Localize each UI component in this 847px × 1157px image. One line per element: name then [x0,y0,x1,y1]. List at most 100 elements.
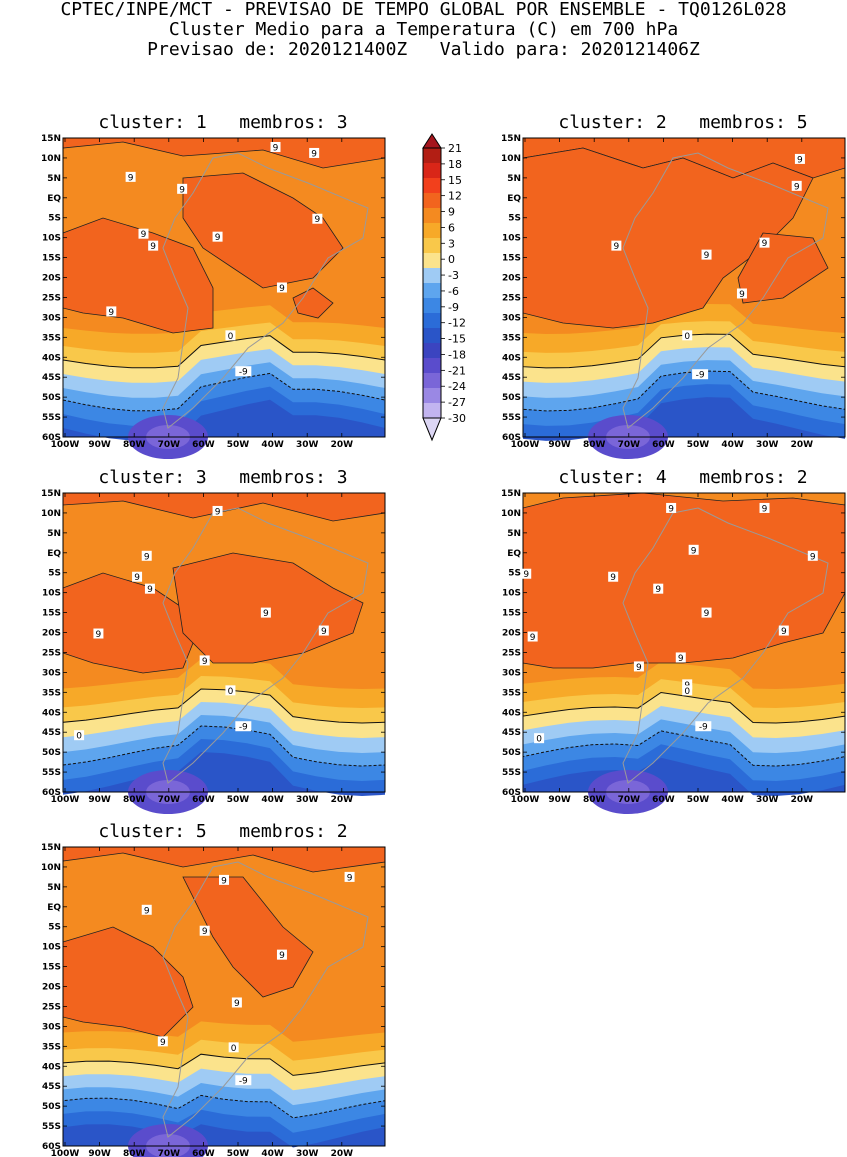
lat-label: 30S [502,313,521,323]
contour-label: 9 [678,654,684,664]
lat-label: 20S [42,983,61,993]
contour-label: 0 [536,735,542,745]
lat-label: 45S [502,728,521,738]
lon-label: 20W [331,440,354,450]
colorbar-band [423,313,441,329]
lat-label: 5S [508,569,521,579]
lat-label: 15N [41,843,61,853]
contour-label: -9 [239,723,248,733]
contour-label: 9 [610,573,616,583]
colorbar-label: 3 [448,237,455,250]
panel-title-4: cluster: 4 membros: 2 [558,467,808,488]
lat-label: 35S [502,333,521,343]
lat-label: 20S [502,629,521,639]
lon-label: 40W [721,440,744,450]
colorbar-band [423,178,441,194]
lat-label: 10S [502,234,521,244]
lon-label: 60W [192,795,215,805]
lat-label: 40S [502,353,521,363]
contour-label: 0 [684,332,690,342]
contour-label: 9 [215,507,221,517]
colorbar-band [423,328,441,344]
colorbar-band [423,403,441,419]
colorbar: 21 18 15 12 9 6 3 0 -3 -6 -9 -12 -15 -18 -21 -24 -27 -30 [422,133,466,442]
lon-label: 70W [618,795,641,805]
lon-label: 20W [791,440,814,450]
lat-label: 25S [502,293,521,303]
colorbar-label: -21 [448,364,466,377]
lon-label: 90W [548,440,571,450]
lon-label: 90W [548,795,571,805]
contour-label: 9 [655,585,661,595]
contour-label: 9 [614,242,620,252]
colorbar-arrow-bottom [422,417,442,442]
lat-label: 20S [42,629,61,639]
colorbar-label: 12 [448,190,462,203]
contour-label: 9 [794,182,800,192]
map-panel-4: 15N 10N 5N EQ 5S 10S 15S 20S 25S 30S 35S 40S 45S 50S 5… [501,489,846,814]
contour-label: 9 [160,1038,166,1048]
lon-label: 80W [583,440,606,450]
panel-title-3: cluster: 3 membros: 3 [98,467,348,488]
contour-label: 9 [636,663,642,673]
colorbar-band [423,298,441,314]
lat-label: 60S [42,433,61,443]
lat-label: 10S [42,234,61,244]
contour-label: -9 [699,723,708,733]
contour-label: 9 [762,504,768,514]
lon-label: 60W [652,440,675,450]
lon-label: 60W [652,795,675,805]
lat-label: 15S [42,254,61,264]
colorbar-label: -3 [448,269,459,282]
lat-label: 10S [42,943,61,953]
colorbar-label: -15 [448,333,466,346]
lat-label: 15S [42,963,61,973]
contour-label: -9 [239,368,248,378]
lat-label: 60S [502,433,521,443]
lat-label: 25S [42,293,61,303]
contour-label: 0 [231,1044,237,1054]
lat-label: 10N [41,154,61,164]
lat-label: 20S [502,274,521,284]
lat-label: 5N [507,174,521,184]
lon-label: 50W [227,1149,250,1157]
contour-label: 9 [134,573,140,583]
lat-label: 55S [42,413,61,423]
lat-label: 55S [502,768,521,778]
lat-label: EQ [47,549,61,559]
lon-label: 30W [296,1149,319,1157]
lon-label: 50W [227,440,250,450]
contour-label: 9 [704,251,710,261]
lon-label: 100W [511,795,540,805]
lat-label: 15N [41,134,61,144]
lat-label: 15N [41,489,61,499]
colorbar-band [423,343,441,359]
lat-label: 45S [42,728,61,738]
lat-label: 10N [41,509,61,519]
contour-label: 9 [315,215,321,225]
lat-label: EQ [507,549,521,559]
contour-label: 9 [147,585,153,595]
colorbar-arrow-top [422,133,442,149]
map-panel-2: 15N 10N 5N EQ 5S 10S 15S 20S 25S 30S 35S 40S 45S 50S 5… [501,134,846,459]
colorbar-band [423,208,441,224]
colorbar-band [423,373,441,389]
contour-label: 9 [108,308,114,318]
lat-label: 40S [42,353,61,363]
lat-label: 15S [502,254,521,264]
lat-label: 5N [47,883,61,893]
colorbar-label: -18 [448,348,466,361]
lat-label: 50S [502,393,521,403]
contour-label: 9 [523,570,529,580]
colorbar-band [423,358,441,374]
contour-label: 9 [96,630,102,640]
lat-label: 55S [42,1122,61,1132]
colorbar-label: 21 [448,142,462,155]
header-subtitle: Cluster Medio para a Temperatura (C) em … [168,19,679,40]
contour-label: 9 [781,627,787,637]
lat-label: 45S [502,373,521,383]
contour-label: -9 [696,371,705,381]
contour-label: 9 [347,873,353,883]
lat-label: 25S [42,648,61,658]
lat-label: 50S [502,748,521,758]
